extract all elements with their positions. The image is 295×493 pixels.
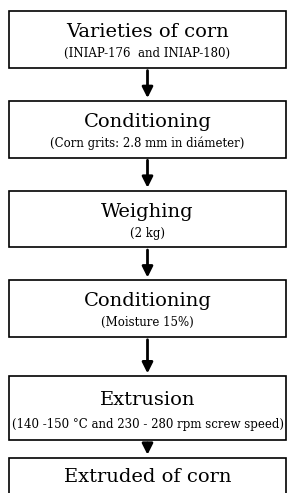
Text: (2 kg): (2 kg)	[130, 227, 165, 240]
FancyBboxPatch shape	[9, 101, 286, 158]
FancyBboxPatch shape	[9, 376, 286, 440]
Text: Weighing: Weighing	[101, 203, 194, 220]
FancyBboxPatch shape	[9, 458, 286, 493]
FancyBboxPatch shape	[9, 190, 286, 247]
Text: (Corn grits: 2.8 mm in diámeter): (Corn grits: 2.8 mm in diámeter)	[50, 137, 245, 150]
Text: Extruded of corn: Extruded of corn	[64, 468, 231, 486]
Text: (INIAP-176  and INIAP-180): (INIAP-176 and INIAP-180)	[64, 47, 231, 60]
FancyBboxPatch shape	[9, 11, 286, 68]
Text: (Moisture 15%): (Moisture 15%)	[101, 317, 194, 329]
Text: (140 -150 °C and 230 - 280 rpm screw speed): (140 -150 °C and 230 - 280 rpm screw spe…	[12, 418, 283, 431]
Text: Conditioning: Conditioning	[83, 292, 212, 310]
Text: Conditioning: Conditioning	[83, 113, 212, 131]
Text: Extrusion: Extrusion	[100, 391, 195, 409]
Text: Varieties of corn: Varieties of corn	[66, 23, 229, 41]
FancyBboxPatch shape	[9, 280, 286, 337]
